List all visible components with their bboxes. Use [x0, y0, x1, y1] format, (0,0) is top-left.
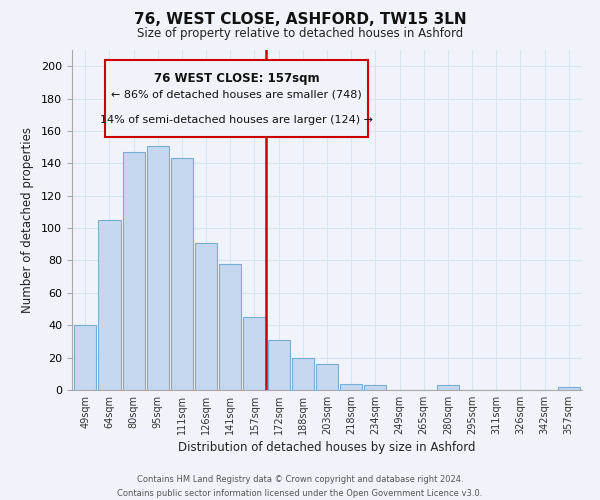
Bar [292, 358, 314, 390]
Text: 76, WEST CLOSE, ASHFORD, TW15 3LN: 76, WEST CLOSE, ASHFORD, TW15 3LN [134, 12, 466, 28]
Bar [171, 158, 193, 390]
Bar [195, 242, 217, 390]
Text: Size of property relative to detached houses in Ashford: Size of property relative to detached ho… [137, 28, 463, 40]
Bar [122, 152, 145, 390]
Bar [364, 385, 386, 390]
Text: ← 86% of detached houses are smaller (748): ← 86% of detached houses are smaller (74… [111, 90, 362, 100]
Text: 76 WEST CLOSE: 157sqm: 76 WEST CLOSE: 157sqm [154, 72, 319, 85]
Bar [74, 325, 97, 390]
Bar [98, 220, 121, 390]
Text: Contains HM Land Registry data © Crown copyright and database right 2024.
Contai: Contains HM Land Registry data © Crown c… [118, 476, 482, 498]
Bar [437, 385, 459, 390]
FancyBboxPatch shape [105, 60, 368, 136]
Bar [268, 340, 290, 390]
Bar [244, 317, 266, 390]
Bar [557, 387, 580, 390]
Bar [219, 264, 241, 390]
Text: 14% of semi-detached houses are larger (124) →: 14% of semi-detached houses are larger (… [100, 115, 373, 125]
Bar [340, 384, 362, 390]
Y-axis label: Number of detached properties: Number of detached properties [21, 127, 34, 313]
X-axis label: Distribution of detached houses by size in Ashford: Distribution of detached houses by size … [178, 441, 476, 454]
Bar [316, 364, 338, 390]
Bar [146, 146, 169, 390]
